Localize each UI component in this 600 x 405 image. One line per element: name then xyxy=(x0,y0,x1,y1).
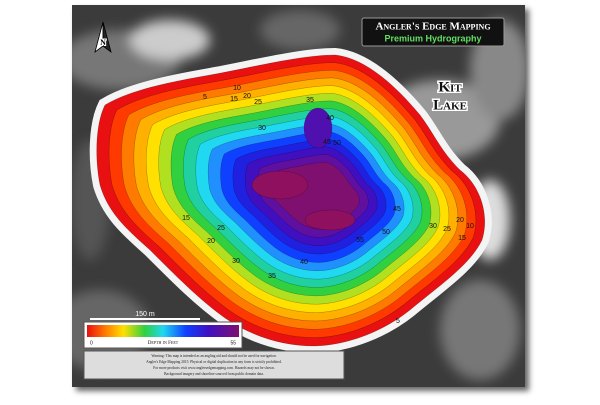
satellite-background xyxy=(72,10,525,380)
legend-title: Depth in Feet xyxy=(148,341,179,346)
contour-label: 20 xyxy=(243,93,251,100)
contour-label: 15 xyxy=(230,96,238,103)
disclaimer-line: For more products visit www.anglersedgem… xyxy=(153,366,275,370)
contour-label: 15 xyxy=(458,235,466,242)
contour-label: 45 xyxy=(393,206,401,213)
contour-label: 25 xyxy=(217,225,225,232)
contour-label: 35 xyxy=(306,97,314,104)
contour-label: 15 xyxy=(182,215,190,222)
contour-label: 30 xyxy=(232,258,240,265)
brand-subtitle: Premium Hydrography xyxy=(384,33,481,43)
contour-label: 20 xyxy=(207,238,215,245)
contour-label: 50 xyxy=(333,140,341,147)
disclaimer-line: Warning: This map is intended as an angl… xyxy=(151,354,276,358)
deep-basin xyxy=(304,209,356,231)
contour-label: 40 xyxy=(326,115,334,122)
disclaimer-line: Angler's Edge Mapping 2015. Physical or … xyxy=(146,360,282,364)
contour-label: 50 xyxy=(382,229,390,236)
contour-label: 35 xyxy=(268,273,276,280)
contour-label: 5 xyxy=(203,94,207,101)
contour-label: 10 xyxy=(233,85,241,92)
contour-label: 30 xyxy=(429,223,437,230)
lake-name: Lake xyxy=(433,97,467,113)
contour-label: 5 xyxy=(396,318,400,325)
contour-label: 20 xyxy=(456,217,464,224)
disclaimer-line: Background imagery and shoreline sourced… xyxy=(164,372,264,376)
contour-label: 25 xyxy=(254,99,262,106)
deep-basin xyxy=(303,107,333,149)
lake-name: Kit xyxy=(438,79,462,95)
contour-labels: 5 10 15 20 25 30 35 40 45 50 55 15 20 25… xyxy=(182,85,474,325)
contour-label: 30 xyxy=(258,125,266,132)
north-arrow: N xyxy=(94,21,112,54)
brand-title: Angler's Edge Mapping xyxy=(375,21,490,33)
contour-label: 40 xyxy=(300,259,308,266)
north-label: N xyxy=(100,38,106,47)
contour-label: 55 xyxy=(356,237,364,244)
scale-label: 150 m xyxy=(135,311,155,318)
contour-label: 10 xyxy=(466,223,474,230)
contour-label: 25 xyxy=(443,226,451,233)
title-banner xyxy=(361,17,505,47)
legend-max: 55 xyxy=(230,340,236,346)
deep-basin xyxy=(251,170,309,200)
contour-label: 45 xyxy=(323,139,331,146)
legend-min: 0 xyxy=(90,340,93,346)
disclaimer-box xyxy=(83,350,345,380)
legend-color-bar xyxy=(87,325,239,337)
depth-contours xyxy=(96,54,485,347)
